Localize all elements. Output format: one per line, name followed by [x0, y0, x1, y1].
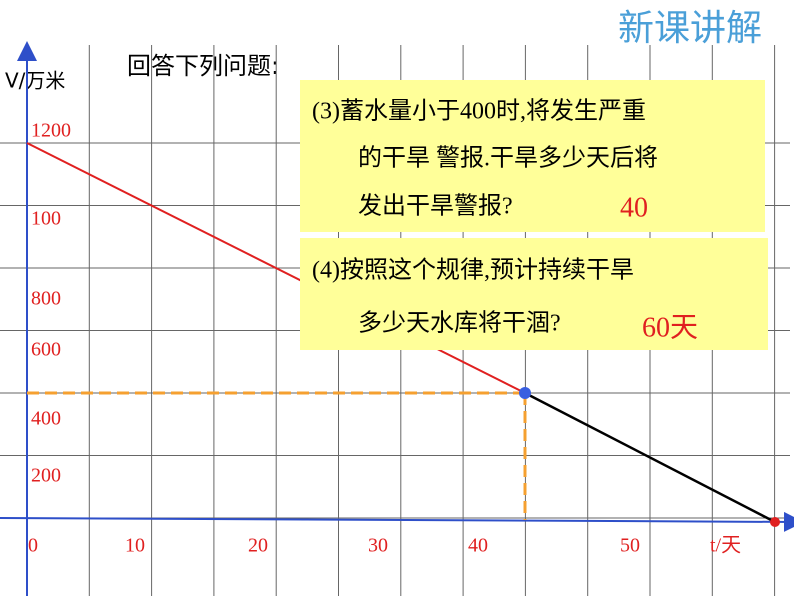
line-red: [26, 142, 526, 394]
x-axis: [0, 511, 794, 532]
y-tick-label: 1200: [31, 120, 71, 142]
corner-title: 新课讲解: [618, 8, 762, 49]
x-tick-label: 30: [368, 535, 388, 557]
x-axis-label: t/天: [710, 535, 741, 557]
prompt: 回答下列问题:: [127, 52, 279, 80]
question-text: 发出干旱警报?: [358, 193, 513, 220]
question-box: [300, 80, 765, 232]
x-tick-label: 0: [28, 535, 38, 557]
question-text: (3)蓄水量小于400时,将发生严重: [312, 98, 646, 125]
x-tick-label: 50: [620, 535, 640, 557]
question-text: 的干旱 警报.干旱多少天后将: [358, 145, 658, 172]
y-tick-label: 200: [31, 465, 61, 487]
x-tick-label: 40: [468, 535, 488, 557]
y-tick-label: 600: [31, 339, 61, 361]
question-text: (4)按照这个规律,预计持续干旱: [312, 257, 634, 284]
y-axis-label: V/万米: [5, 69, 65, 93]
line-black: [524, 391, 776, 524]
x-tick-label: 20: [248, 535, 268, 557]
y-tick-label: 800: [31, 288, 61, 310]
point: [770, 517, 780, 527]
answer: 40: [620, 192, 648, 223]
y-tick-label: 100: [31, 208, 61, 230]
question-box: [300, 238, 768, 350]
x-tick-label: 10: [125, 535, 145, 557]
y-tick-label: 400: [31, 408, 61, 430]
point: [519, 387, 531, 399]
question-text: 多少天水库将干涸?: [358, 310, 561, 337]
answer: 60天: [642, 312, 698, 343]
